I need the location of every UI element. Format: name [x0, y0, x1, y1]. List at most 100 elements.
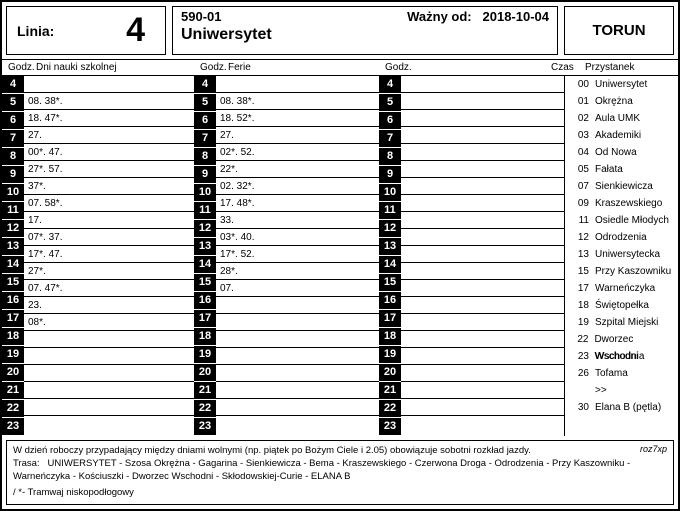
hour-cell: 12 — [379, 220, 401, 238]
hour-cell: 9 — [2, 166, 24, 184]
stop-row: 19Szpital Miejski — [565, 314, 678, 331]
minutes-cell: 03*. 40. — [216, 229, 379, 246]
stop-row: 13Uniwersytecka — [565, 246, 678, 263]
hour-cell: 7 — [379, 130, 401, 148]
hour-cell: 17 — [379, 310, 401, 328]
hour-cell: 23 — [194, 418, 216, 436]
hour-cell: 13 — [194, 238, 216, 256]
stop-row: 00Uniwersytet — [565, 76, 678, 93]
hour-cell: 4 — [194, 76, 216, 94]
minutes-cell: 17*. 52. — [216, 246, 379, 263]
hour-cell: 7 — [2, 130, 24, 148]
stop-time: 00 — [565, 76, 593, 93]
minutes-col-ferie: 08. 38*.18. 52*.27.02*. 52.22*.02. 32*.1… — [216, 76, 379, 436]
stop-time: 03 — [565, 127, 593, 144]
stop-time — [565, 382, 593, 399]
stop-row: 01Okrężna — [565, 93, 678, 110]
hour-cell: 7 — [194, 130, 216, 148]
city-name: TORUN — [592, 22, 645, 39]
minutes-cell: 17. — [24, 212, 194, 229]
stop-time: 11 — [565, 212, 593, 229]
minutes-cell: 07. — [216, 280, 379, 297]
stop-name: Świętopełka — [593, 297, 678, 314]
stop-row: 23Wschodnia — [565, 348, 678, 365]
hour-cell: 16 — [2, 292, 24, 310]
minutes-cell — [401, 144, 564, 161]
minutes-cell: 23. — [24, 297, 194, 314]
stop-row: 11Osiedle Młodych — [565, 212, 678, 229]
hour-cell: 22 — [194, 400, 216, 418]
minutes-cell — [401, 76, 564, 93]
hour-cell: 13 — [379, 238, 401, 256]
hour-cell: 22 — [379, 400, 401, 418]
minutes-cell: 27. — [24, 127, 194, 144]
hour-cell: 10 — [194, 184, 216, 202]
hour-cell: 8 — [379, 148, 401, 166]
minutes-col-3 — [401, 76, 564, 436]
signature: roz7xp — [640, 443, 667, 455]
stop-name: Uniwersytecka — [593, 246, 678, 263]
hour-cell: 17 — [194, 310, 216, 328]
stop-row: 09Kraszewskiego — [565, 195, 678, 212]
hour-cell: 8 — [194, 148, 216, 166]
minutes-cell: 07*. 37. — [24, 229, 194, 246]
hdr-godz-3: Godz. — [379, 62, 407, 73]
minutes-cell: 17. 48*. — [216, 195, 379, 212]
hour-cell: 18 — [194, 328, 216, 346]
stops-list: 00Uniwersytet01Okrężna02Aula UMK03Akadem… — [564, 76, 678, 436]
stop-row: 07Sienkiewicza — [565, 178, 678, 195]
stop-row: 17Warneńczyka — [565, 280, 678, 297]
hour-cell: 4 — [2, 76, 24, 94]
hdr-school: Dni nauki szkolnej — [30, 62, 194, 73]
stop-row: 18Świętopełka — [565, 297, 678, 314]
minutes-cell — [401, 263, 564, 280]
hour-cell: 5 — [379, 94, 401, 112]
stop-name: Odrodzenia — [593, 229, 678, 246]
stop-name: >> — [593, 382, 678, 399]
stop-name: Przy Kaszowniku — [593, 263, 678, 280]
hour-cell: 21 — [379, 382, 401, 400]
line-box: Linia: 4 — [6, 6, 166, 55]
stop-name: Uniwersytet — [593, 76, 678, 93]
minutes-cell — [401, 229, 564, 246]
hour-cell: 14 — [379, 256, 401, 274]
hour-cell: 6 — [379, 112, 401, 130]
hour-cell: 13 — [2, 238, 24, 256]
minutes-cell: 27. — [216, 127, 379, 144]
minutes-cell: 37*. — [24, 178, 194, 195]
stop-name: Szpital Miejski — [593, 314, 678, 331]
line-label: Linia: — [17, 23, 54, 39]
hour-cell: 19 — [379, 346, 401, 364]
hour-cell: 19 — [2, 346, 24, 364]
stop-name: Sienkiewicza — [593, 178, 678, 195]
stop-time: 02 — [565, 110, 593, 127]
hour-cell: 22 — [2, 400, 24, 418]
hdr-stop: Przystanek — [579, 62, 678, 73]
stop-time: 13 — [565, 246, 593, 263]
stop-time: 01 — [565, 93, 593, 110]
stop-name: Aula UMK — [593, 110, 678, 127]
footer-legend: / *- Tramwaj niskopodłogowy — [13, 487, 667, 500]
minutes-cell: 02. 32*. — [216, 178, 379, 195]
stop-name: Warneńczyka — [593, 280, 678, 297]
minutes-cell — [216, 331, 379, 348]
stop-time: 19 — [565, 314, 593, 331]
info-box: 590-01 Ważny od: 2018-10-04 Uniwersytet — [172, 6, 558, 55]
hour-cell: 16 — [379, 292, 401, 310]
minutes-cell: 27*. 57. — [24, 161, 194, 178]
column-headers: Godz. Dni nauki szkolnej Godz. Ferie God… — [2, 60, 678, 76]
minutes-cell — [216, 314, 379, 331]
minutes-cell — [216, 365, 379, 382]
hdr-godz-2: Godz. — [194, 62, 222, 73]
hour-cell: 17 — [2, 310, 24, 328]
stop-time: 05 — [565, 161, 593, 178]
footer-route: Trasa: UNIWERSYTET - Szosa Okrężna - Gag… — [13, 458, 667, 484]
minutes-cell: 07. 47*. — [24, 280, 194, 297]
minutes-cell — [401, 161, 564, 178]
hour-cell: 23 — [2, 418, 24, 436]
stop-time: 26 — [565, 365, 593, 382]
minutes-cell — [216, 348, 379, 365]
stop-name: Elana B (pętla) — [593, 399, 678, 416]
hour-cell: 11 — [2, 202, 24, 220]
stop-row: 12Odrodzenia — [565, 229, 678, 246]
